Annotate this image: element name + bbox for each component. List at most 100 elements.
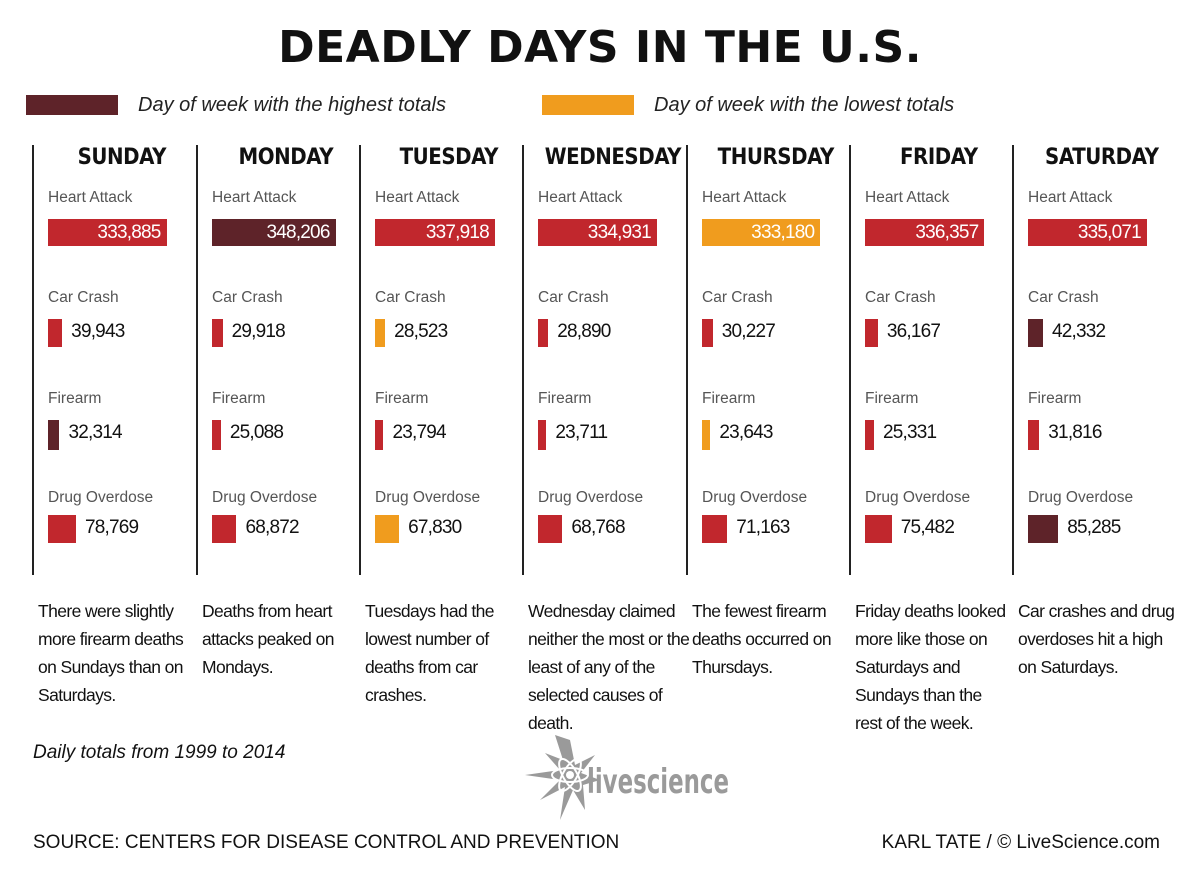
category-label-firearm: Firearm — [375, 390, 429, 407]
category-label-drug-overdose: Drug Overdose — [375, 489, 481, 506]
day-heading: SUNDAY — [77, 145, 167, 170]
legend-swatch-highest — [26, 95, 118, 115]
day-column-sunday: SUNDAY Heart Attack 333,885 Car Crash 39,943… — [32, 145, 197, 575]
value-label-heart-attack: 335,071 — [1077, 222, 1142, 243]
value-label-heart-attack: 334,931 — [587, 222, 652, 243]
bar-car-crash — [865, 319, 878, 347]
bar-heart-attack: 348,206 — [212, 219, 336, 246]
bar-drug-overdose — [538, 515, 563, 543]
bar-firearm — [212, 420, 221, 450]
bar-heart-attack: 335,071 — [1028, 219, 1147, 246]
day-column-tuesday: TUESDAY Heart Attack 337,918 Car Crash 28,52… — [359, 145, 524, 575]
value-label-firearm: 23,711 — [555, 422, 608, 443]
value-label-drug-overdose: 67,830 — [408, 517, 462, 538]
bar-heart-attack: 336,357 — [865, 219, 985, 246]
day-heading: MONDAY — [238, 145, 334, 170]
value-label-firearm: 23,643 — [719, 422, 773, 443]
chart-title: DEADLY DAYS IN THE U.S. — [278, 22, 922, 73]
bar-drug-overdose — [1028, 515, 1059, 543]
category-label-heart-attack: Heart Attack — [865, 189, 950, 206]
footnote: Daily totals from 1999 to 2014 — [33, 742, 286, 763]
livescience-logo: livescience — [525, 735, 729, 820]
category-label-drug-overdose: Drug Overdose — [212, 489, 318, 506]
value-label-drug-overdose: 78,769 — [84, 517, 139, 538]
legend-label-lowest: Day of week with the lowest totals — [654, 93, 955, 116]
category-label-firearm: Firearm — [212, 390, 266, 407]
category-label-car-crash: Car Crash — [865, 289, 936, 306]
bar-car-crash — [1028, 319, 1044, 347]
category-label-firearm: Firearm — [48, 390, 102, 407]
day-column-friday: FRIDAY Heart Attack 336,357 Car Crash 36,167… — [849, 145, 1014, 575]
bar-firearm — [375, 420, 384, 450]
bar-car-crash — [48, 319, 63, 347]
day-heading: WEDNESDAY — [544, 145, 682, 170]
value-label-car-crash: 39,943 — [71, 321, 125, 342]
day-column-wednesday: WEDNESDAY Heart Attack 334,931 Car Crash 28,… — [522, 145, 687, 575]
bar-heart-attack: 333,180 — [702, 219, 821, 246]
day-note: Deaths from heart attacks peaked on Mond… — [202, 601, 334, 677]
category-label-heart-attack: Heart Attack — [212, 189, 297, 206]
legend-label-highest: Day of week with the highest totals — [138, 93, 446, 116]
category-label-car-crash: Car Crash — [702, 289, 773, 306]
bar-drug-overdose — [212, 515, 237, 543]
category-label-firearm: Firearm — [538, 390, 592, 407]
day-heading: FRIDAY — [899, 145, 978, 170]
day-column-thursday: THURSDAY Heart Attack 333,180 Car Crash 30,2… — [686, 145, 851, 575]
category-label-heart-attack: Heart Attack — [375, 189, 460, 206]
bar-firearm — [1028, 420, 1040, 450]
bar-drug-overdose — [48, 515, 76, 543]
bar-firearm — [865, 420, 874, 450]
day-note: Tuesdays had the lowest number of deaths… — [365, 601, 494, 705]
credit: KARL TATE / © LiveScience.com — [881, 832, 1160, 853]
day-heading: TUESDAY — [399, 145, 499, 170]
day-heading: THURSDAY — [717, 145, 835, 170]
bar-heart-attack: 333,885 — [48, 219, 167, 246]
value-label-car-crash: 42,332 — [1052, 321, 1106, 342]
category-label-heart-attack: Heart Attack — [538, 189, 623, 206]
value-label-heart-attack: 336,357 — [915, 222, 979, 243]
bar-heart-attack: 337,918 — [375, 219, 495, 246]
category-label-car-crash: Car Crash — [48, 289, 119, 306]
value-label-car-crash: 29,918 — [231, 321, 286, 342]
day-column-saturday: SATURDAY Heart Attack 335,071 Car Crash 42,3… — [1012, 145, 1177, 575]
category-label-firearm: Firearm — [1028, 390, 1082, 407]
value-label-firearm: 25,088 — [229, 422, 284, 443]
legend-lowest: Day of week with the lowest totals — [542, 94, 954, 116]
value-label-drug-overdose: 85,285 — [1067, 517, 1121, 538]
value-label-car-crash: 28,890 — [557, 321, 611, 342]
source: SOURCE: CENTERS FOR DISEASE CONTROL AND … — [33, 832, 620, 853]
category-label-car-crash: Car Crash — [1028, 289, 1099, 306]
value-label-drug-overdose: 68,872 — [245, 517, 299, 538]
day-note: The fewest firearm deaths occurred on Th… — [692, 601, 832, 677]
value-label-firearm: 25,331 — [882, 422, 937, 443]
category-label-car-crash: Car Crash — [538, 289, 609, 306]
day-heading: SATURDAY — [1045, 145, 1159, 170]
value-label-car-crash: 30,227 — [721, 321, 776, 342]
bar-heart-attack: 334,931 — [538, 219, 657, 246]
bar-firearm — [538, 420, 547, 450]
value-label-car-crash: 36,167 — [886, 321, 941, 342]
category-label-firearm: Firearm — [865, 390, 919, 407]
logo-text: livescience — [587, 762, 729, 802]
legend-highest: Day of week with the highest totals — [26, 94, 446, 116]
day-column-monday: MONDAY Heart Attack 348,206 Car Crash 29,918… — [196, 145, 361, 575]
category-label-drug-overdose: Drug Overdose — [865, 489, 971, 506]
bar-drug-overdose — [375, 515, 400, 543]
category-label-car-crash: Car Crash — [212, 289, 283, 306]
bar-firearm — [48, 420, 60, 450]
category-label-drug-overdose: Drug Overdose — [702, 489, 808, 506]
category-label-drug-overdose: Drug Overdose — [538, 489, 644, 506]
bar-drug-overdose — [865, 515, 892, 543]
bar-car-crash — [702, 319, 713, 347]
category-label-heart-attack: Heart Attack — [702, 189, 787, 206]
value-label-drug-overdose: 68,768 — [571, 517, 625, 538]
bar-car-crash — [212, 319, 223, 347]
day-note: There were slightly more firearm deaths … — [38, 601, 184, 705]
value-label-heart-attack: 337,918 — [425, 222, 490, 243]
bar-firearm — [702, 420, 711, 450]
value-label-firearm: 32,314 — [68, 422, 122, 443]
value-label-firearm: 31,816 — [1048, 422, 1102, 443]
value-label-drug-overdose: 71,163 — [736, 517, 790, 538]
day-note: Friday deaths looked more like those on … — [855, 601, 1006, 733]
category-label-heart-attack: Heart Attack — [1028, 189, 1113, 206]
